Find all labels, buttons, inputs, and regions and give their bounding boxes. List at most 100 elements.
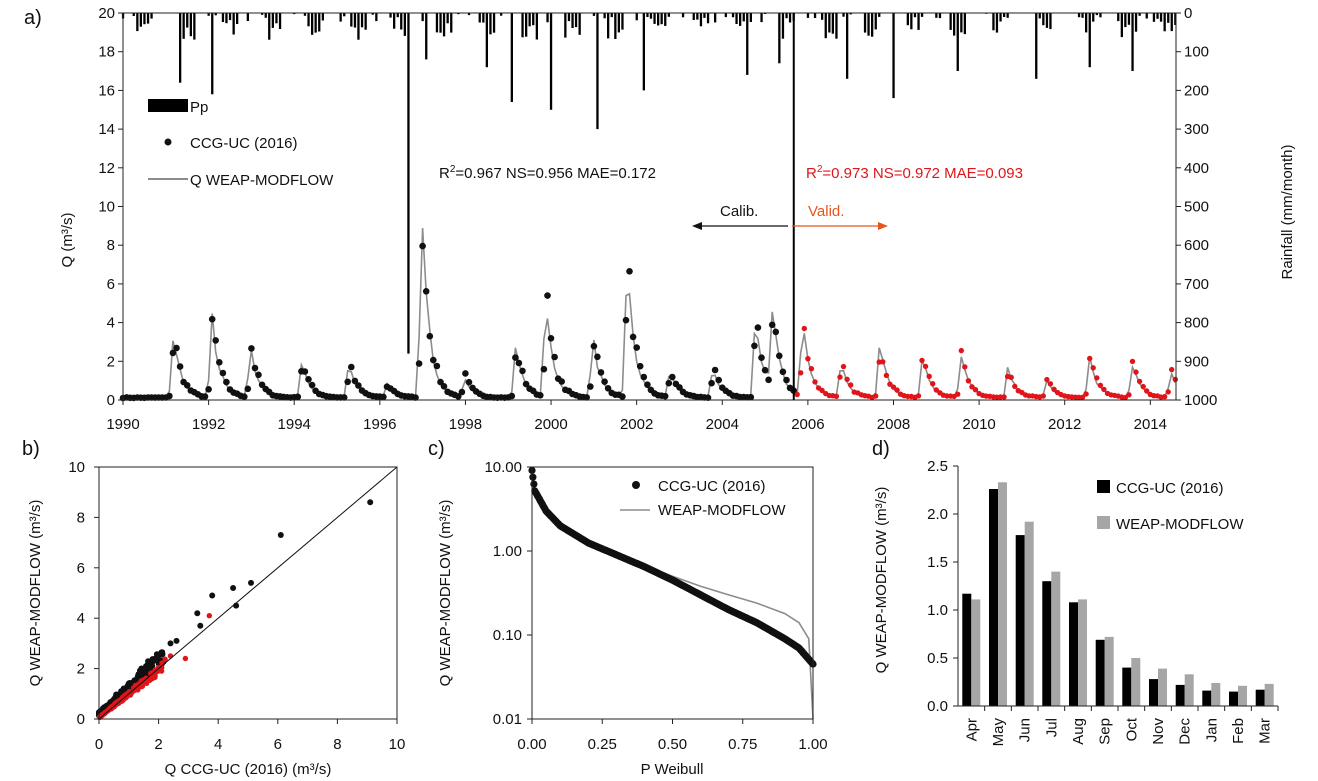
x-tick-label: May: [990, 718, 1007, 747]
rain-bar: [874, 13, 877, 30]
y-tick-label: 2: [107, 353, 115, 370]
observed-point: [583, 394, 590, 401]
rain-bar: [995, 13, 999, 33]
observed-point: [544, 292, 551, 299]
rain-bar: [992, 13, 995, 31]
rain-bar: [878, 13, 881, 17]
observed-point: [1051, 386, 1057, 392]
y-tick-label: 6: [107, 276, 115, 293]
x-tick-label: 2008: [877, 416, 910, 433]
rain-bar: [917, 13, 920, 30]
y-tick-label: 1.0: [927, 602, 948, 619]
rain-bar: [482, 13, 485, 23]
observed-point: [958, 347, 964, 354]
y-tick-label: 12: [98, 160, 115, 177]
observed-point: [173, 344, 180, 352]
rain-bar: [657, 13, 660, 26]
bar-simulated: [1024, 521, 1034, 706]
rain-bar: [403, 13, 406, 36]
rain-bar: [617, 13, 620, 33]
rain-bar: [1099, 13, 1102, 18]
observed-point: [255, 371, 262, 379]
rain-bar: [706, 13, 710, 24]
rain-bar: [760, 13, 763, 23]
observed-point: [455, 393, 462, 400]
observed-point: [1169, 366, 1175, 373]
y-tick-label: 14: [98, 121, 115, 138]
rain-bar: [275, 13, 278, 24]
observed-point: [1087, 355, 1093, 362]
observed-point: [1090, 365, 1096, 371]
rain-bar: [824, 13, 827, 39]
rain-bar: [189, 13, 192, 37]
scatter-point: [145, 658, 152, 665]
rain-bar: [1085, 13, 1088, 33]
rain-bar: [1092, 13, 1095, 22]
observed-point: [430, 356, 437, 364]
y-tick-label: 10.00: [484, 459, 522, 476]
y-tick-label: 8: [77, 509, 85, 526]
y2-tick-label: 900: [1184, 353, 1209, 370]
observed-point: [344, 378, 352, 386]
observed-point: [644, 381, 651, 389]
rain-bar: [1127, 13, 1131, 25]
rain-bar: [293, 13, 296, 15]
observed-point: [915, 393, 922, 399]
rain-bar: [806, 13, 810, 18]
rain-bar: [407, 13, 410, 354]
observed-point: [890, 384, 897, 390]
bar-simulated: [1131, 658, 1141, 706]
rain-bar: [778, 13, 781, 64]
observed-point: [812, 379, 818, 385]
observed-point: [772, 328, 780, 336]
observed-point: [440, 383, 448, 390]
observed-point: [248, 345, 255, 352]
observed-point: [808, 366, 815, 372]
y-tick-label: 4: [77, 610, 85, 627]
rain-bar: [749, 13, 752, 22]
observed-point: [1040, 393, 1047, 399]
scatter-point: [194, 610, 201, 617]
rain-bar: [375, 13, 378, 22]
rain-bar: [831, 13, 834, 34]
observed-point: [426, 332, 434, 340]
observed-point: [537, 392, 544, 399]
rain-bar: [960, 13, 963, 33]
observed-point: [301, 368, 309, 375]
scatter-point: [156, 651, 163, 658]
observed-point: [176, 363, 184, 370]
rain-bar: [863, 13, 867, 33]
observed-point: [422, 288, 430, 295]
y2-tick-label: 300: [1184, 121, 1209, 138]
valid-label: Valid.: [808, 203, 844, 220]
legend-simulated-label: Q WEAP-MODFLOW: [190, 172, 334, 189]
panel-label-a: a): [24, 7, 42, 29]
y-tick-label: 1.5: [927, 554, 948, 571]
bar-observed: [1202, 690, 1212, 706]
y-tick-label: 0.10: [493, 627, 522, 644]
y2-tick-label: 0: [1184, 5, 1192, 22]
rain-bar: [371, 13, 374, 15]
rain-bar: [1152, 13, 1156, 22]
observed-point: [1044, 376, 1050, 383]
observed-point: [1133, 369, 1139, 375]
observed-point: [783, 376, 790, 384]
observed-point: [1126, 392, 1132, 398]
x-tick-label: 0.75: [728, 736, 757, 753]
simulated-series-line: [123, 228, 1177, 399]
one-to-one-line: [98, 466, 398, 720]
observed-point: [704, 394, 712, 402]
observed-point: [758, 354, 765, 362]
rain-bar: [913, 13, 917, 18]
scatter-point-validation: [182, 655, 189, 662]
rain-bar: [435, 13, 439, 33]
x-tick-label: Jun: [1017, 718, 1034, 742]
observed-point: [604, 385, 612, 392]
rain-bar: [1077, 13, 1081, 18]
y-tick-label: 2: [77, 661, 85, 678]
x-tick-label: Jul: [1043, 718, 1060, 737]
observed-point: [619, 393, 626, 400]
scatter-point-validation: [150, 669, 156, 676]
observed-point: [462, 370, 469, 377]
